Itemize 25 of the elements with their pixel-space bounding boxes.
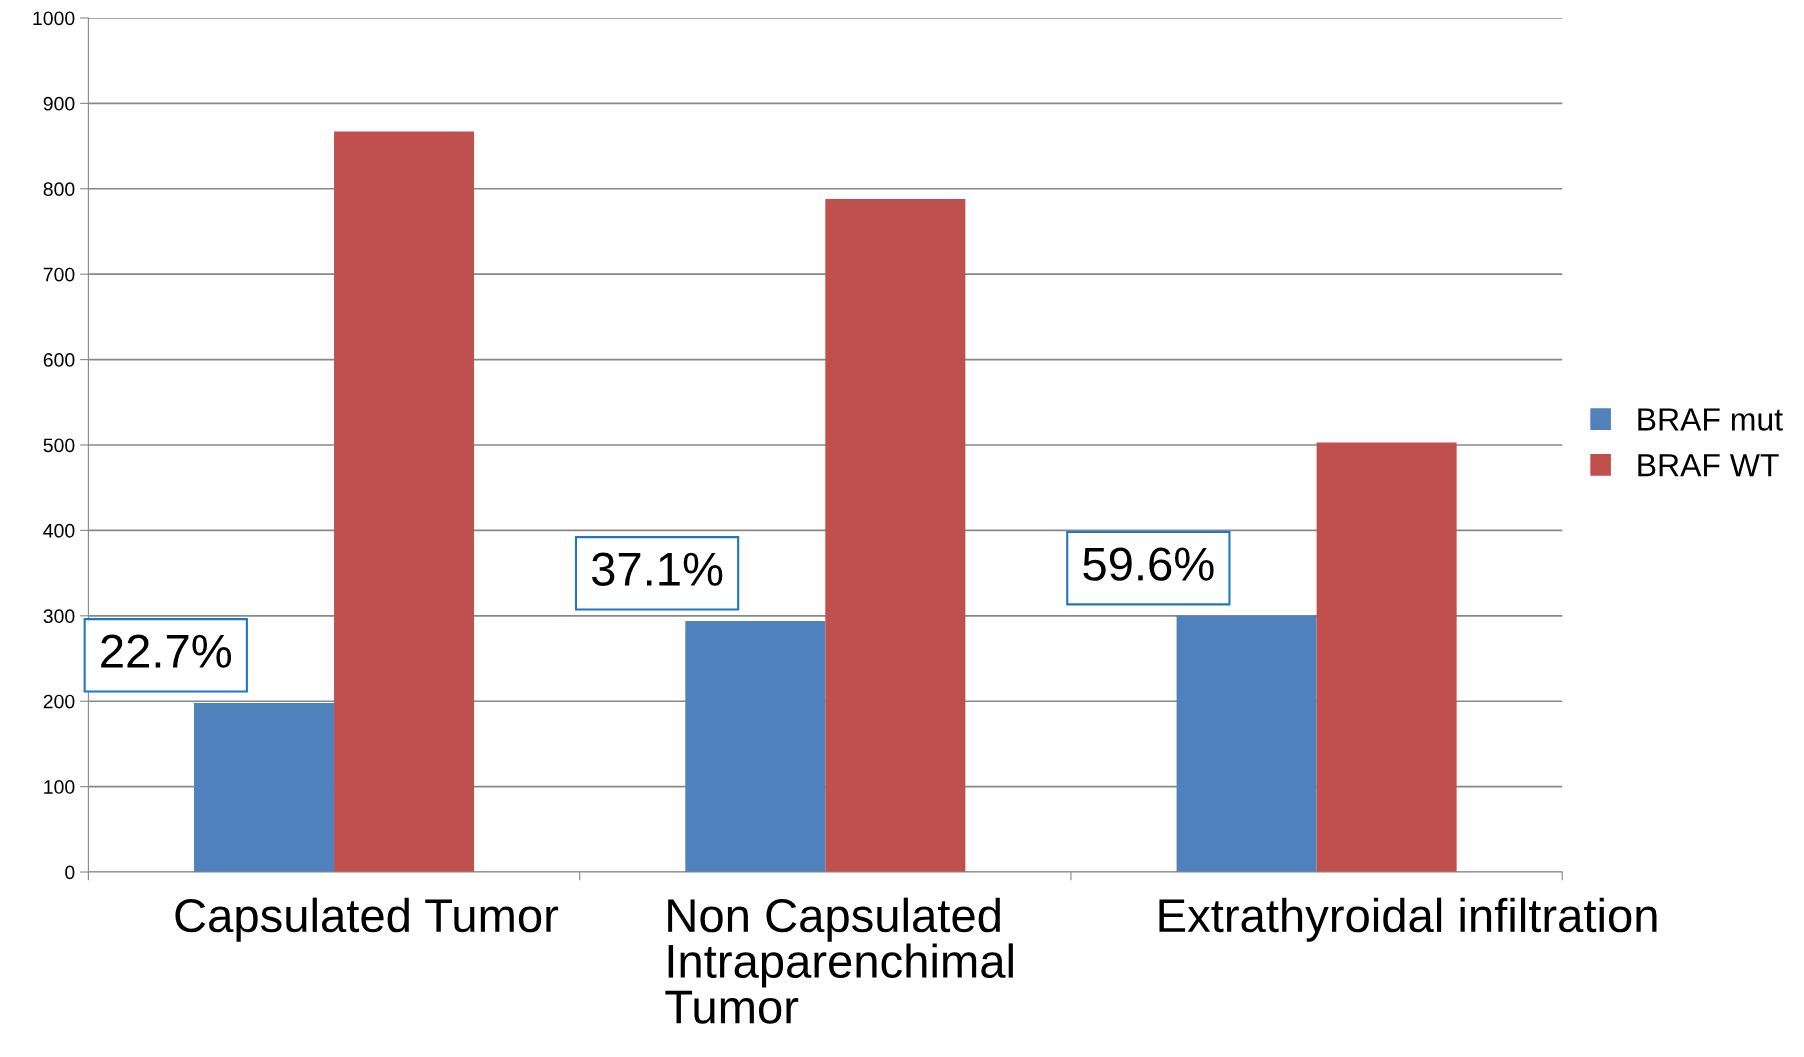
y-tick-label: 200	[43, 694, 75, 709]
y-tick-label: 500	[43, 438, 75, 453]
legend-label: BRAF mut	[1638, 408, 1783, 431]
bar	[194, 702, 335, 873]
y-tick-label: 100	[44, 780, 75, 794]
bar	[334, 131, 475, 873]
y-tick-label: 1000	[33, 11, 75, 26]
annotation: 59.6%	[1083, 547, 1214, 581]
y-tick-label: 400	[43, 523, 75, 538]
legend-label: BRAF WT	[1638, 454, 1779, 477]
bar	[685, 620, 826, 873]
x-tick-label: Non Capsulated Intraparenchimal Tumor	[665, 897, 1013, 1024]
y-tick-label: 300	[43, 609, 75, 624]
bar	[1176, 615, 1317, 873]
y-tick-label: 600	[43, 353, 75, 367]
x-tick-label: Capsulated Tumor	[175, 897, 559, 942]
y-tick-label: 0	[65, 865, 75, 880]
annotation: 37.1%	[591, 552, 723, 586]
annotation: 22.7%	[101, 634, 232, 668]
bar	[825, 199, 966, 873]
y-tick-label: 900	[43, 96, 75, 111]
y-tick-label: 700	[43, 267, 75, 282]
y-tick-label: 800	[43, 182, 75, 197]
x-tick-label: Extrathyroidal infiltration	[1159, 897, 1657, 942]
bar	[1316, 442, 1457, 873]
